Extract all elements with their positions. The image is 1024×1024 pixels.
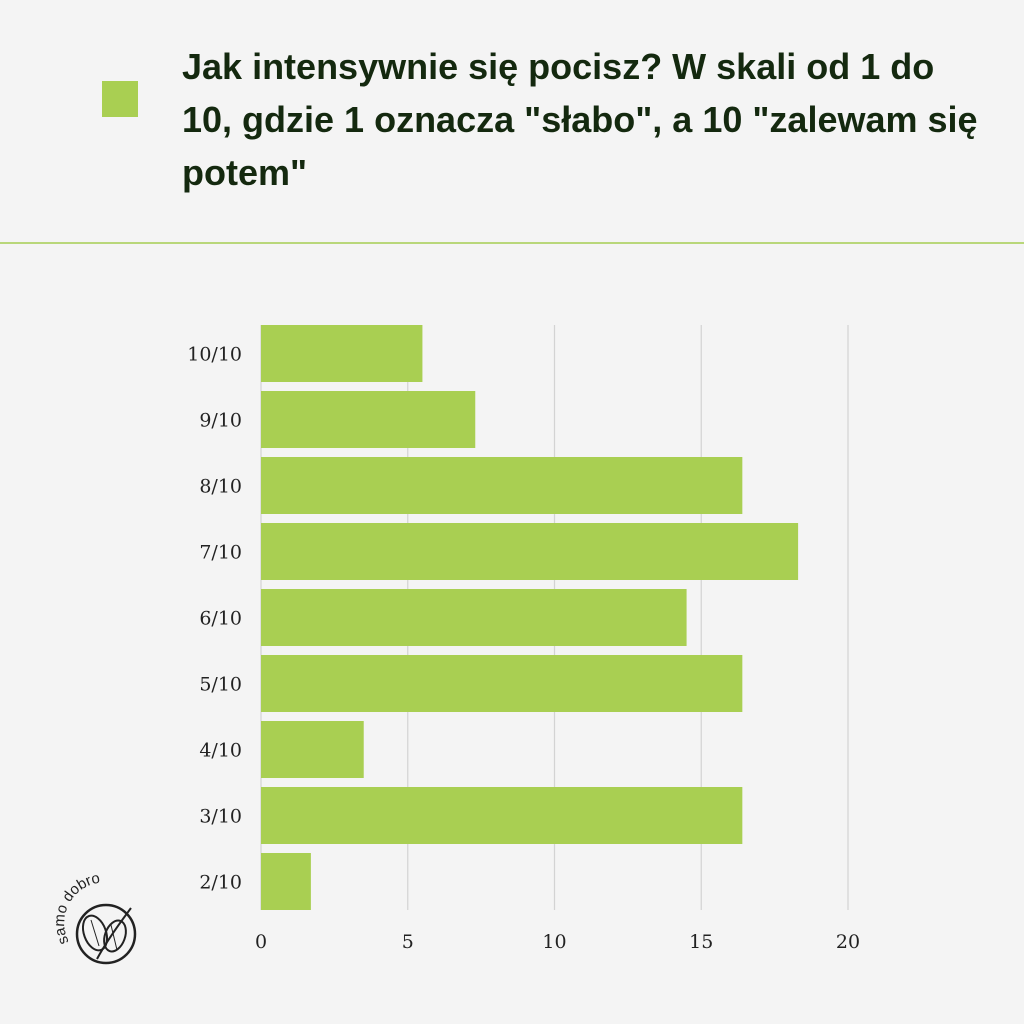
x-tick-label: 5 bbox=[402, 931, 414, 953]
leaf-icon bbox=[75, 903, 137, 965]
category-label: 6/10 bbox=[199, 608, 242, 630]
category-label: 7/10 bbox=[199, 542, 242, 564]
bar bbox=[261, 589, 687, 646]
x-tick-label: 10 bbox=[542, 931, 566, 953]
bars bbox=[261, 325, 799, 910]
bar bbox=[261, 787, 743, 844]
category-label: 8/10 bbox=[199, 476, 242, 498]
x-tick-labels: 0 5 10 15 20 bbox=[255, 931, 860, 953]
bar bbox=[261, 325, 423, 382]
header-divider bbox=[0, 242, 1024, 244]
category-label: 9/10 bbox=[199, 410, 242, 432]
x-tick-label: 15 bbox=[689, 931, 713, 953]
bar bbox=[261, 457, 743, 514]
bar bbox=[261, 655, 743, 712]
x-tick-label: 20 bbox=[836, 931, 860, 953]
samo-dobro-logo: samo dobro bbox=[55, 870, 137, 965]
category-label: 5/10 bbox=[199, 674, 242, 696]
bar bbox=[261, 391, 476, 448]
category-label: 2/10 bbox=[199, 872, 242, 894]
category-label: 3/10 bbox=[199, 806, 242, 828]
chart-title: Jak intensywnie się pocisz? W skali od 1… bbox=[182, 46, 978, 193]
legend-swatch bbox=[102, 81, 138, 117]
x-tick-label: 0 bbox=[255, 931, 267, 953]
category-label: 10/10 bbox=[187, 344, 242, 366]
bar bbox=[261, 853, 311, 910]
bar bbox=[261, 721, 364, 778]
category-label: 4/10 bbox=[199, 740, 242, 762]
category-labels: 10/10 9/10 8/10 7/10 6/10 5/10 4/10 3/10 2/10 bbox=[187, 344, 242, 894]
bar bbox=[261, 523, 799, 580]
